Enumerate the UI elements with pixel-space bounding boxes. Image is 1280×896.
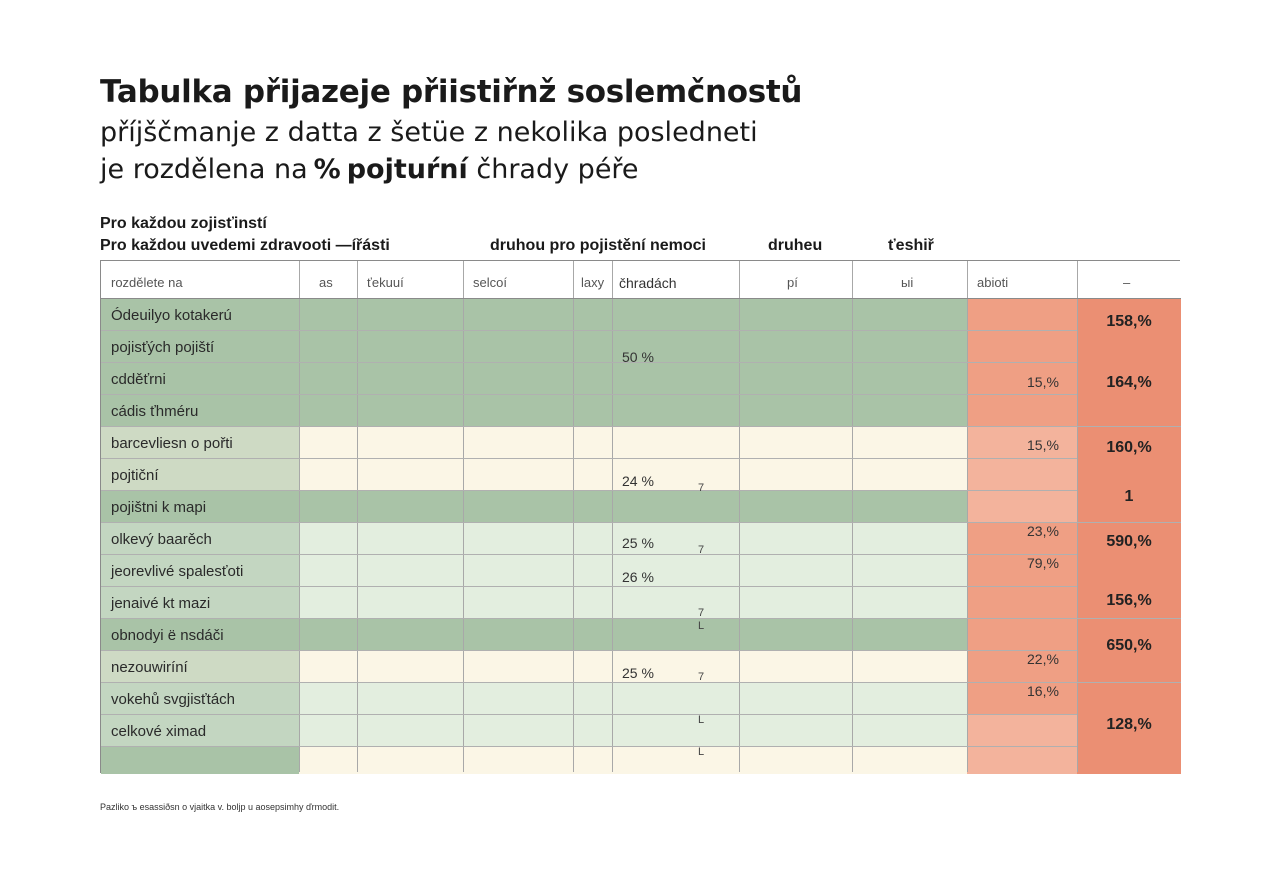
row-divider — [101, 714, 1077, 715]
col-divider — [852, 261, 853, 772]
col-divider — [463, 261, 464, 772]
percent-value: 22,% — [1027, 651, 1059, 667]
percent-value: 15,% — [1027, 374, 1059, 390]
subtitle-line-2-b: pojtuŕní — [346, 154, 468, 185]
col-divider — [573, 261, 574, 772]
total-value: 164,% — [1106, 374, 1152, 391]
row-label: cádis ťhméru — [111, 403, 199, 420]
row-divider — [101, 394, 1077, 395]
total-value: 128,% — [1106, 716, 1152, 733]
header-group-4: ťeshiř — [888, 237, 934, 254]
row-label: jeorevlivé spalesťoti — [111, 563, 244, 580]
row-label: pojisťých pojiští — [111, 339, 215, 356]
cell-mark: L — [698, 620, 705, 632]
row-divider — [101, 682, 1181, 683]
cell-mark: 7 — [698, 671, 705, 683]
band-salmon-a-light2 — [967, 714, 1077, 774]
percent-value: 79,% — [1027, 555, 1059, 571]
col-header-1: rozdělete na — [111, 275, 183, 290]
footnote: Pazliko ъ esassiðsn o vjaitka v. boljp u… — [100, 802, 340, 812]
row-label: Ódeuilyo kotakerú — [111, 307, 232, 324]
cell-mark: 7 — [698, 482, 705, 494]
col-header-8: ыi — [901, 275, 914, 290]
row-divider — [101, 586, 1077, 587]
col-divider — [612, 261, 613, 772]
header-group-2: druhou pro pojistění nemoci — [490, 237, 706, 254]
data-table: rozdělete na as ťekuuí selcoí laxy čhrad… — [100, 260, 1181, 774]
col-divider — [357, 261, 358, 772]
col-header-4: selcoí — [473, 275, 507, 290]
col-header-2: as — [319, 275, 333, 290]
row-divider — [101, 650, 1077, 651]
col-header-3: ťekuuí — [367, 275, 404, 290]
row-label: vokehů svgjisťtách — [111, 691, 236, 708]
cell-value: 26 % — [622, 569, 654, 585]
total-value: 650,% — [1106, 637, 1152, 654]
total-value: 156,% — [1106, 592, 1152, 609]
percent-value: 16,% — [1027, 683, 1059, 699]
row-label: olkevý baarěch — [111, 531, 212, 548]
percent-value: 15,% — [1027, 437, 1059, 453]
col-header-7: pí — [787, 275, 798, 290]
row-divider — [101, 618, 1181, 619]
col-header-6: čhradách — [619, 275, 677, 291]
cell-value: 24 % — [622, 473, 654, 489]
percent-value: 23,% — [1027, 523, 1059, 539]
row-divider — [101, 362, 1077, 363]
header-group-3: druheu — [768, 237, 823, 254]
row-divider — [101, 426, 1181, 427]
cell-value: 25 % — [622, 535, 654, 551]
cell-mark: 7 — [698, 544, 705, 556]
row-divider — [101, 458, 1077, 459]
row-label: pojtiční — [111, 467, 159, 484]
subtitle-line-2-c: čhrady péře — [476, 154, 639, 185]
band-salmon-b — [1077, 298, 1181, 774]
row-divider — [101, 522, 1181, 523]
cell-value: 50 % — [622, 349, 654, 365]
total-value: 158,% — [1106, 313, 1152, 330]
band-first-col-last — [101, 746, 299, 774]
cell-mark: L — [698, 746, 705, 758]
cell-value: 25 % — [622, 665, 654, 681]
row-label: cdděťrni — [111, 371, 166, 388]
header-row — [101, 261, 1181, 298]
page-title: Tabulka přijazeje přiistiřnž soslemčnost… — [100, 74, 803, 110]
row-label: celkové ximad — [111, 723, 207, 740]
col-divider — [299, 261, 300, 772]
row-label: nezouwiríní — [111, 659, 188, 676]
total-value: 160,% — [1106, 439, 1152, 456]
row-label: pojištni k mapi — [111, 499, 207, 516]
row-label: obnodyi ë nsdáči — [111, 627, 224, 644]
band-salmon-a-light — [967, 426, 1077, 522]
header-group-1: Pro každou uvedemi zdravooti —ířásti — [100, 237, 390, 254]
col-header-5: laxy — [581, 275, 605, 290]
subtitle-line-2: je rozdělena na% pojtuŕní čhrady péře — [100, 154, 639, 185]
row-label: jenaivé kt mazi — [111, 595, 211, 612]
row-divider — [101, 298, 1181, 299]
row-divider — [101, 490, 1077, 491]
cell-mark: 7 — [698, 607, 705, 619]
row-divider — [101, 554, 1077, 555]
subtitle-line-2-a: je rozdělena na — [100, 154, 308, 185]
row-label: barcevliesn o pořti — [111, 435, 233, 452]
col-header-9: abioti — [977, 275, 1009, 290]
table-caption: Pro každou zojisťinstí — [100, 215, 267, 232]
row-divider — [101, 330, 1077, 331]
col-header-10: – — [1123, 275, 1131, 290]
total-value: 1 — [1124, 488, 1134, 505]
subtitle-line-1: příjščmanje z datta z šetüe z nekolika p… — [100, 117, 758, 148]
band-first-col — [101, 426, 299, 774]
total-value: 590,% — [1106, 533, 1152, 550]
col-divider — [967, 261, 968, 772]
band-salmon-a — [967, 298, 1077, 774]
col-divider — [739, 261, 740, 772]
row-divider — [101, 746, 1077, 747]
col-divider — [1077, 261, 1078, 772]
subtitle-percent: % — [313, 154, 341, 185]
cell-mark: L — [698, 714, 705, 726]
